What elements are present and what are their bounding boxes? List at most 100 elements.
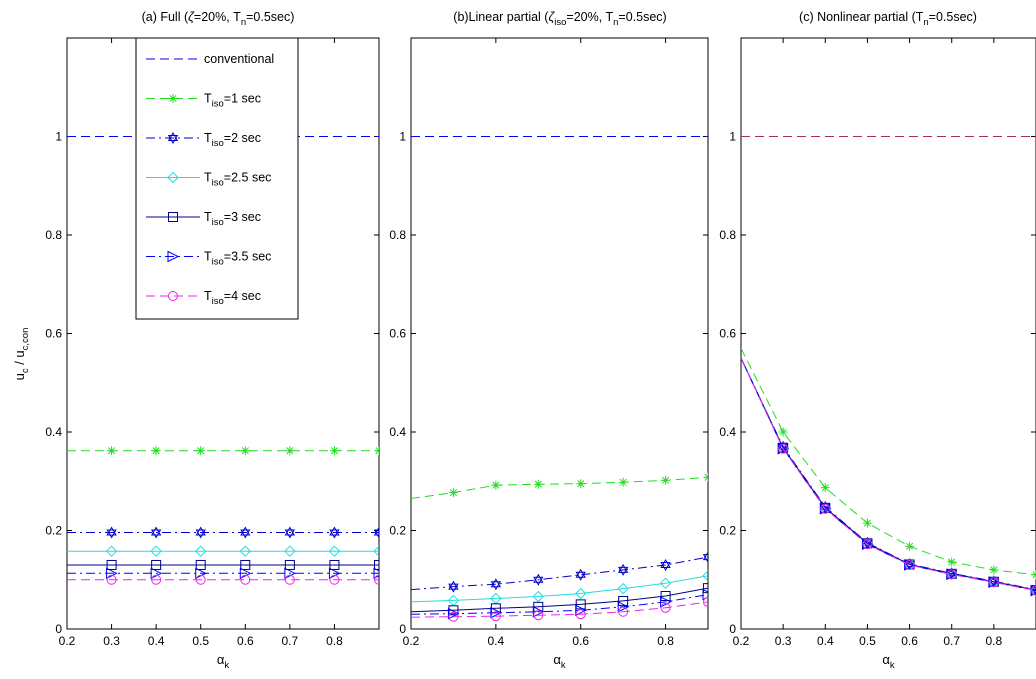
series-5-point xyxy=(703,583,708,594)
series-3-point xyxy=(617,563,629,576)
series-6-point xyxy=(239,567,252,580)
series-6-point xyxy=(284,567,296,580)
series-2-point xyxy=(329,446,339,456)
series-6-point xyxy=(702,588,708,601)
series-4-point xyxy=(702,570,708,582)
series-line-4 xyxy=(741,357,1036,591)
y-tick-label: 0.2 xyxy=(389,524,406,538)
x-axis-label: αk xyxy=(553,652,566,671)
series-7-point xyxy=(862,539,873,550)
legend-entry: Tiso=1 sec xyxy=(146,92,261,110)
title-part-t1: (b)Linear partial ( xyxy=(453,10,549,24)
series-line-5 xyxy=(411,587,708,613)
x-tick-label: 0.8 xyxy=(986,634,1003,648)
x-tick-label: 0.7 xyxy=(282,634,299,648)
title-part-t3: =0.5sec) xyxy=(929,10,977,24)
series-3-point xyxy=(106,526,117,539)
series-7-point xyxy=(374,574,379,585)
title-part-t1: (c) Nonlinear partial (T xyxy=(799,10,924,24)
title-part-s1: n xyxy=(241,17,246,28)
title-part-t3: =0.5sec) xyxy=(246,10,294,24)
x-tick-label: 0.6 xyxy=(901,634,918,648)
legend-label: Tiso=2 sec xyxy=(204,131,261,149)
legend-label-suffix: =3.5 sec xyxy=(224,250,272,264)
x-axis-label-sub: k xyxy=(224,660,229,671)
y-tick-label: 0.4 xyxy=(719,425,736,439)
legend-label-prefix: T xyxy=(204,250,212,264)
panel-1: (a) Full (ζ=20%, Tn=0.5sec)00.20.40.60.8… xyxy=(45,10,380,671)
x-tick-label: 0.4 xyxy=(148,634,165,648)
legend-label-suffix: conventional xyxy=(204,52,274,66)
legend-marker xyxy=(167,250,180,263)
x-axis-label-main: α xyxy=(217,652,225,667)
legend-label-prefix: T xyxy=(204,171,212,185)
series-4-point xyxy=(575,587,587,600)
x-tick-label: 0.2 xyxy=(59,634,76,648)
legend-marker xyxy=(168,212,178,222)
x-tick-label: 0.3 xyxy=(775,634,792,648)
x-tick-label: 0.8 xyxy=(326,634,343,648)
series-2-point xyxy=(862,518,872,528)
series-6-point xyxy=(490,606,502,619)
series-5-point xyxy=(618,595,629,606)
x-axis-label-sub: k xyxy=(561,660,566,671)
series-3-point xyxy=(448,580,459,593)
series-7-point xyxy=(448,611,459,622)
plot-area xyxy=(411,136,708,622)
legend-entry: Tiso=2.5 sec xyxy=(146,171,271,189)
series-4-point xyxy=(617,582,629,595)
series-3-point xyxy=(575,568,586,581)
title-part-t3: =0.5sec) xyxy=(618,10,666,24)
series-2-point xyxy=(661,475,671,485)
series-7-point xyxy=(820,503,831,514)
x-axis-label-main: α xyxy=(882,652,890,667)
legend-label-suffix: =2 sec xyxy=(224,131,261,145)
series-2-point xyxy=(905,541,915,551)
x-tick-label: 0.4 xyxy=(817,634,834,648)
series-2-point xyxy=(533,479,543,489)
series-6-point xyxy=(617,601,630,613)
y-tick-label: 0.4 xyxy=(45,425,62,439)
y-tick-label: 0.2 xyxy=(719,524,736,538)
legend-marker xyxy=(168,291,178,301)
series-line-2 xyxy=(411,476,708,499)
plot-area xyxy=(741,136,1036,597)
series-4-point xyxy=(328,545,341,557)
series-line-7 xyxy=(741,357,1036,592)
y-axis-label-main: u xyxy=(12,373,27,380)
series-2-point xyxy=(820,483,830,493)
legend-entry: Tiso=4 sec xyxy=(146,289,261,307)
series-6-point xyxy=(328,567,341,580)
legend-marker xyxy=(167,131,179,145)
legend-label-sub: iso xyxy=(212,99,224,110)
series-3-point xyxy=(373,526,379,539)
legend-box xyxy=(135,37,299,320)
series-line-5 xyxy=(741,357,1036,591)
x-tick-label: 0.8 xyxy=(657,634,674,648)
x-axis-label: αk xyxy=(217,652,230,671)
series-7-point xyxy=(904,559,915,570)
series-line-6 xyxy=(741,357,1036,592)
series-7-point xyxy=(703,596,708,607)
series-4-point xyxy=(373,545,379,557)
y-tick-label: 0.8 xyxy=(389,228,406,242)
plot-area xyxy=(67,136,379,585)
series-5-point xyxy=(660,591,671,602)
series-2-point xyxy=(989,565,999,575)
x-tick-label: 0.2 xyxy=(733,634,750,648)
series-6-point xyxy=(195,567,207,580)
series-7-point xyxy=(575,609,586,620)
y-tick-label: 0 xyxy=(399,622,406,636)
series-3-point xyxy=(240,526,251,539)
series-7-point xyxy=(490,611,501,622)
series-6-point xyxy=(532,605,545,618)
y-axis-label-sub1: c xyxy=(20,368,31,373)
series-3-point xyxy=(533,573,544,586)
legend-label-suffix: =2.5 sec xyxy=(224,171,272,185)
legend-label: Tiso=3 sec xyxy=(204,210,261,228)
series-3-point xyxy=(284,526,296,539)
series-5-point xyxy=(575,599,586,610)
x-tick-label: 0.4 xyxy=(488,634,505,648)
series-5-point xyxy=(195,559,206,570)
